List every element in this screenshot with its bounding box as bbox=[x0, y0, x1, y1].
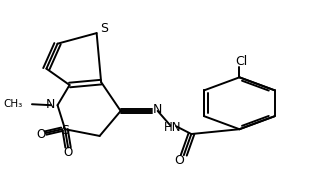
Text: O: O bbox=[36, 128, 46, 141]
Text: N: N bbox=[153, 104, 162, 116]
Text: S: S bbox=[100, 22, 108, 35]
Text: O: O bbox=[174, 154, 184, 167]
Text: O: O bbox=[64, 146, 73, 159]
Text: CH₃: CH₃ bbox=[4, 99, 23, 109]
Text: Cl: Cl bbox=[235, 55, 247, 68]
Text: N: N bbox=[46, 98, 56, 111]
Text: HN: HN bbox=[164, 121, 182, 134]
Text: S: S bbox=[61, 124, 69, 137]
